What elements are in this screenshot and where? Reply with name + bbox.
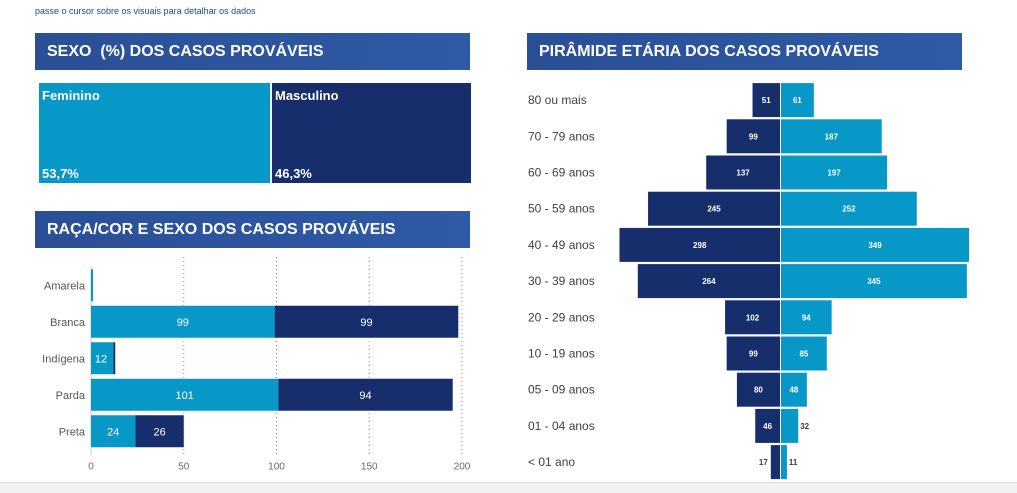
pyramid-label-right: 11: [789, 458, 798, 467]
x-tick-label: 200: [454, 462, 471, 473]
pyramid-label-right: 345: [867, 277, 881, 286]
age-group-label: < 01 ano: [528, 455, 575, 469]
bar-segment[interactable]: [278, 378, 453, 411]
x-tick-label: 150: [361, 462, 378, 473]
pyramid-bar-right[interactable]: [781, 336, 827, 371]
pyramid-bar-left[interactable]: [770, 445, 780, 480]
bar-segment[interactable]: [135, 415, 184, 448]
pyramid-label-right: 61: [793, 96, 802, 105]
pyramid-bar-right[interactable]: [781, 300, 832, 335]
bar-segment[interactable]: [91, 342, 114, 375]
data-label: 24: [107, 426, 119, 438]
bar-segment[interactable]: [91, 378, 279, 411]
category-label: Parda: [56, 390, 86, 402]
pyramid-bar-right[interactable]: [781, 119, 882, 154]
pyramid-bar-right[interactable]: [781, 191, 917, 226]
data-label: 12: [95, 353, 107, 365]
data-label: 94: [359, 390, 371, 402]
sexo-panel-title: SEXO (%) DOS CASOS PROVÁVEIS: [35, 33, 470, 70]
data-label: 26: [154, 426, 166, 438]
pyramid-label-right: 32: [800, 422, 809, 431]
pyramid-label-right: 252: [842, 205, 856, 214]
pyramid-bar-right[interactable]: [781, 155, 888, 190]
pyramid-bar-right[interactable]: [781, 372, 807, 407]
pyramid-bar-left[interactable]: [736, 372, 780, 407]
age-group-label: 50 - 59 anos: [528, 202, 595, 216]
pyramid-bar-right[interactable]: [781, 445, 787, 480]
raca-bar-chart: 0 50 100 150 200 Amarela Branca 99 99 Indígena 12 P…: [42, 257, 471, 473]
hover-hint: passe o cursor sobre os visuais para det…: [35, 6, 256, 16]
bar-segment[interactable]: [113, 342, 116, 375]
category-label: Branca: [50, 317, 86, 329]
data-label: 99: [177, 317, 189, 329]
piramide-chart: 80 ou mais 51 61 70 - 79 anos 99 187 60 - 69 a…: [528, 83, 969, 480]
bar-segment[interactable]: [91, 269, 93, 302]
pyramid-label-left: 298: [693, 241, 707, 250]
pyramid-bar-left[interactable]: [619, 227, 780, 262]
pyramid-label-left: 102: [746, 313, 760, 322]
pyramid-label-right: 48: [789, 386, 798, 395]
pyramid-label-right: 85: [799, 350, 808, 359]
sexo-cell-masculino[interactable]: Masculino 46,3%: [272, 83, 471, 183]
age-group-label: 01 - 04 anos: [528, 419, 595, 433]
sexo-cell-feminino[interactable]: Feminino 53,7%: [39, 83, 270, 183]
category-label: Preta: [59, 426, 86, 438]
age-group-label: 80 ou mais: [528, 93, 587, 107]
pyramid-bar-right[interactable]: [781, 83, 814, 118]
bottom-scrollbar[interactable]: [0, 482, 1017, 493]
bar-segment[interactable]: [274, 305, 459, 338]
raca-title-text: RAÇA/COR E SEXO DOS CASOS PROVÁVEIS: [47, 220, 396, 238]
sexo-cell-value: 53,7%: [42, 166, 79, 181]
pyramid-label-left: 80: [754, 386, 763, 395]
pyramid-label-left: 264: [702, 277, 716, 286]
category-label: Amarela: [44, 280, 86, 292]
piramide-panel-title: PIRÂMIDE ETÁRIA DOS CASOS PROVÁVEIS: [527, 33, 962, 70]
pyramid-label-left: 245: [707, 205, 721, 214]
x-tick-label: 50: [178, 462, 190, 473]
pyramid-label-right: 94: [802, 313, 811, 322]
x-tick-label: 0: [88, 462, 94, 473]
data-label: 101: [175, 390, 193, 402]
pyramid-bar-left[interactable]: [648, 191, 780, 226]
pyramid-bar-left[interactable]: [726, 336, 780, 371]
pyramid-bar-left[interactable]: [706, 155, 780, 190]
age-group-label: 70 - 79 anos: [528, 129, 595, 143]
pyramid-label-right: 349: [868, 241, 882, 250]
age-group-label: 10 - 19 anos: [528, 347, 595, 361]
age-group-label: 20 - 29 anos: [528, 310, 595, 324]
bar-segment[interactable]: [91, 305, 275, 338]
pyramid-bar-left[interactable]: [637, 264, 780, 299]
sexo-cell-label: Masculino: [275, 88, 339, 103]
sexo-title-text: SEXO (%) DOS CASOS PROVÁVEIS: [47, 42, 324, 60]
category-label: Indígena: [42, 353, 86, 365]
age-group-label: 60 - 69 anos: [528, 166, 595, 180]
bar-segment[interactable]: [91, 415, 136, 448]
pyramid-bar-right[interactable]: [781, 264, 967, 299]
pyramid-bar-right[interactable]: [781, 227, 969, 262]
pyramid-label-left: 99: [749, 350, 758, 359]
age-group-label: 05 - 09 anos: [528, 383, 595, 397]
raca-panel-title: RAÇA/COR E SEXO DOS CASOS PROVÁVEIS: [35, 211, 470, 248]
pyramid-label-right: 187: [825, 132, 839, 141]
pyramid-bar-right[interactable]: [781, 408, 799, 443]
pyramid-label-left: 51: [762, 96, 771, 105]
age-group-label: 40 - 49 anos: [528, 238, 595, 252]
pyramid-label-left: 17: [759, 458, 768, 467]
pyramid-label-left: 137: [736, 169, 750, 178]
pyramid-label-left: 99: [749, 132, 758, 141]
pyramid-label-left: 46: [763, 422, 772, 431]
piramide-title-text: PIRÂMIDE ETÁRIA DOS CASOS PROVÁVEIS: [539, 42, 879, 60]
pyramid-bar-left[interactable]: [755, 408, 780, 443]
pyramid-bar-left[interactable]: [726, 119, 780, 154]
sexo-treemap: Feminino 53,7% Masculino 46,3%: [39, 83, 471, 183]
age-group-label: 30 - 39 anos: [528, 274, 595, 288]
sexo-cell-label: Feminino: [42, 88, 100, 103]
data-label: 99: [360, 317, 372, 329]
pyramid-bar-left[interactable]: [725, 300, 780, 335]
sexo-cell-value: 46,3%: [275, 166, 312, 181]
pyramid-label-right: 197: [827, 169, 841, 178]
pyramid-bar-left[interactable]: [752, 83, 780, 118]
x-tick-label: 100: [268, 462, 285, 473]
